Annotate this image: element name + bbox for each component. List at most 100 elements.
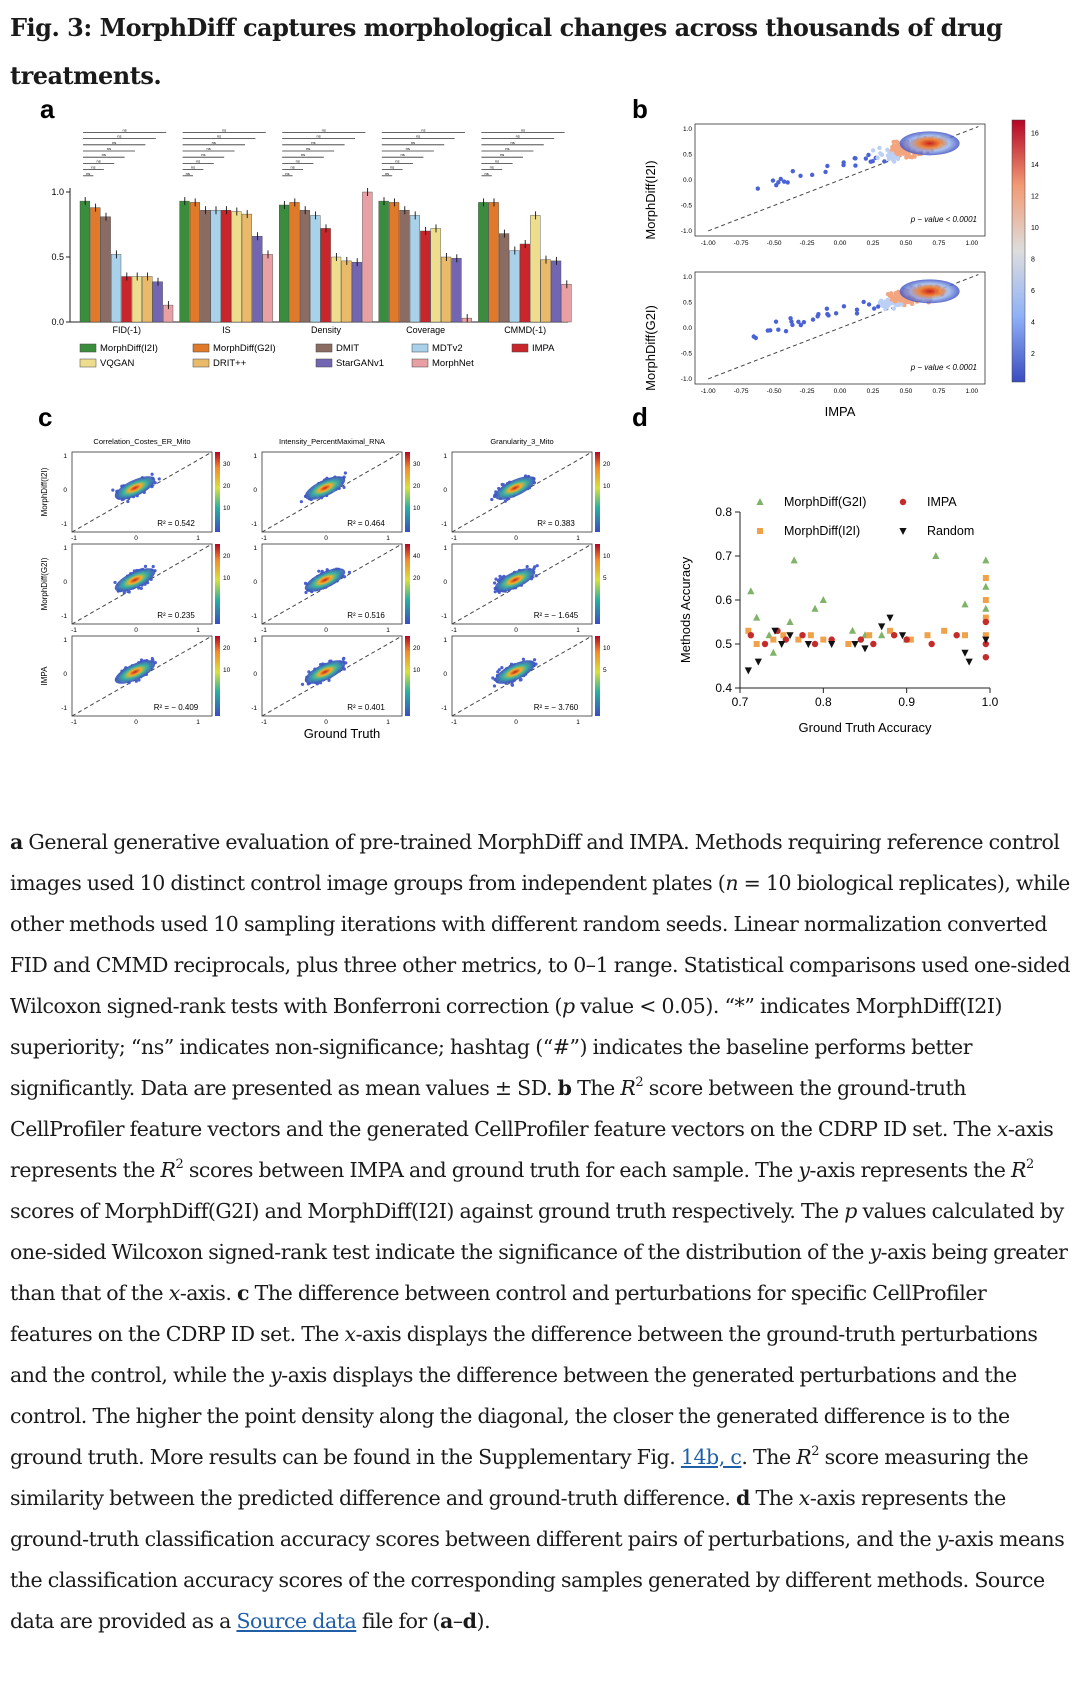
b-colorbar-tick: 2 [1031, 351, 1035, 358]
d-y-tick-label: 0.8 [715, 505, 732, 519]
b-density-core [899, 279, 960, 304]
b-point [755, 186, 761, 191]
b-point [901, 150, 906, 156]
b-point [798, 173, 803, 178]
d-y-tick-label: 0.5 [715, 637, 732, 651]
d-x-tick-label: 1.0 [982, 695, 999, 709]
b-point [866, 302, 872, 307]
c-point [304, 590, 308, 595]
c-y-tick-label: 0 [443, 579, 447, 586]
c-row-label: IMPA [40, 666, 49, 686]
c-point [157, 477, 161, 481]
a-significance-label: ns [510, 140, 514, 145]
b-p-value: p − value < 0.0001 [910, 363, 977, 372]
b-point [810, 317, 816, 322]
c-x-tick-label: 0 [514, 535, 518, 542]
c-x-tick-label: 1 [576, 719, 580, 726]
a-bar [121, 276, 132, 323]
b-colorbar-tick: 12 [1031, 194, 1039, 201]
a-bar [142, 276, 153, 323]
a-significance-label: ns [217, 134, 221, 139]
a-bar [331, 256, 342, 323]
b-point [854, 311, 860, 316]
b-point [854, 307, 860, 312]
panel-d: d 0.4 0.5 0.6 0.7 0.8 0.7 0.8 0.9 1.0 Ground Truth… [632, 402, 999, 735]
b-y-axis-label: MorphDiff(I2I) [643, 160, 658, 239]
c-density-core [494, 660, 536, 684]
c-colorbar-tick: 20 [223, 483, 231, 490]
b-point [870, 158, 875, 164]
d-point [770, 636, 777, 643]
b-point [899, 297, 905, 303]
d-point [811, 640, 819, 648]
c-colorbar-tick: 20 [413, 575, 421, 582]
d-point [982, 632, 989, 639]
d-x-axis-label: Ground Truth Accuracy [799, 720, 932, 735]
c-y-tick-label: -1 [251, 705, 257, 712]
b-x-tick-label: -0.75 [734, 240, 749, 247]
d-point [851, 641, 859, 648]
c-colorbar-tick: 20 [413, 483, 421, 490]
a-bar [441, 256, 452, 323]
panel-letter-c: c [38, 402, 52, 432]
c-point [491, 676, 495, 680]
d-point [848, 626, 857, 634]
b-point [790, 168, 796, 174]
d-point [953, 632, 960, 639]
b-colorbar [1011, 119, 1026, 383]
b-point [774, 182, 779, 188]
b-point [852, 156, 857, 161]
a-legend-label: DMIT [336, 343, 359, 354]
a-significance-label: ns [191, 165, 195, 170]
b-x-tick-label: -0.50 [767, 240, 782, 247]
a-y-tick-label: 1.0 [51, 187, 64, 197]
c-x-tick-label: 1 [386, 719, 390, 726]
c-density-core [494, 568, 536, 592]
d-point [887, 627, 893, 634]
a-bar [189, 202, 201, 323]
d-point [845, 641, 852, 647]
c-point [143, 564, 148, 568]
b-x-tick-label: 1.00 [965, 240, 978, 247]
supp-fig-link[interactable]: 14b, c [680, 1445, 742, 1469]
c-point [342, 485, 346, 490]
b-point [906, 152, 911, 157]
b-x-tick-label: 0.75 [933, 388, 946, 395]
d-point [790, 556, 798, 564]
b-point [773, 319, 779, 324]
b-point [891, 306, 897, 311]
b-x-tick-label: -1.00 [701, 240, 716, 247]
b-point [894, 302, 899, 308]
source-data-link[interactable]: Source data [236, 1609, 357, 1633]
c-y-tick-label: 1 [63, 545, 67, 552]
a-significance-label: ns [416, 134, 420, 139]
a-bar [231, 211, 242, 323]
c-r2-label: R² = − 0.409 [154, 703, 199, 712]
a-significance-label: ns [516, 134, 520, 139]
a-bar [341, 260, 352, 323]
c-x-tick-label: -1 [71, 535, 77, 542]
c-colorbar [405, 452, 410, 532]
b-point [885, 153, 891, 158]
c-density-core [114, 660, 156, 684]
c-y-tick-label: 0 [63, 487, 67, 494]
a-bar [478, 202, 489, 323]
a-bar [488, 202, 499, 323]
c-density-core [304, 476, 346, 500]
c-y-tick-label: 1 [63, 637, 67, 644]
d-y-tick-label: 0.7 [715, 549, 732, 563]
a-legend-swatch [315, 358, 333, 368]
b-x-tick-label: -0.25 [800, 388, 815, 395]
d-point [799, 632, 806, 639]
c-y-tick-label: 0 [63, 671, 67, 678]
a-significance-label: ns [222, 127, 226, 132]
a-bar [519, 243, 531, 323]
a-category-label: Density [311, 325, 342, 335]
b-colorbar-tick: 6 [1031, 288, 1035, 295]
d-point [982, 575, 989, 581]
c-r2-label: R² = 0.464 [347, 519, 385, 528]
b-point [889, 291, 894, 296]
c-point [139, 586, 143, 591]
a-bar [289, 202, 300, 323]
b-y-axis-label: MorphDiff(G2I) [643, 305, 658, 391]
